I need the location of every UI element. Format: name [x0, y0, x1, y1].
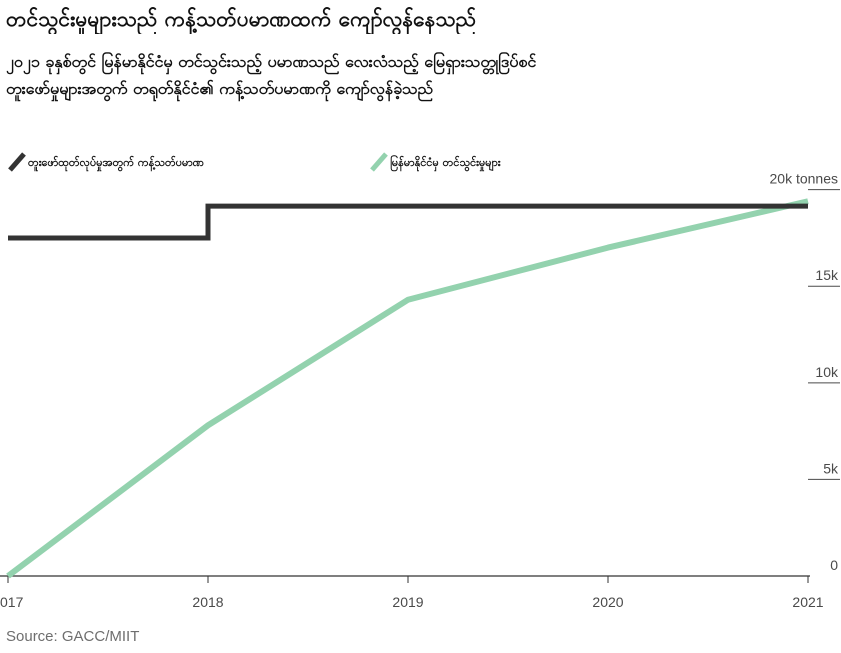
source-note: Source: GACC/MIIT [6, 628, 140, 645]
y-tick-label-2: 10k [815, 364, 839, 380]
y-tick-label-3: 15k [815, 267, 839, 283]
series-lines [6, 198, 809, 579]
legend-label-0: တူးဖော်ထုတ်လုပ်မှုအတွက် ကန့်သတ်ပမာဏ [28, 155, 204, 172]
series-line-quota [8, 203, 808, 241]
x-axis [0, 575, 810, 583]
series-line-imports [6, 198, 809, 579]
x-tick-label-0: 017 [0, 594, 24, 610]
x-tick-label-2: 2019 [392, 594, 423, 610]
legend-item-imports: မြန်မာနိုင်ငံမှ တင်သွင်းမှုများ [370, 152, 502, 172]
legend-item-quota: တူးဖော်ထုတ်လုပ်မှုအတွက် ကန့်သတ်ပမာဏ [8, 152, 204, 172]
x-tick-label-1: 2018 [192, 594, 223, 610]
legend-label-1: မြန်မာနိုင်ငံမှ တင်သွင်းမှုများ [390, 154, 502, 172]
y-tick-label-4: 20k tonnes [770, 171, 839, 187]
y-axis-tick-labels: 0 5k 10k 15k 20k tonnes [770, 171, 839, 573]
legend-swatch-1 [370, 152, 388, 172]
legend: တူးဖော်ထုတ်လုပ်မှုအတွက် ကန့်သတ်ပမာဏ မြန်မ… [8, 152, 502, 172]
x-tick-label-3: 2020 [592, 594, 623, 610]
y-tick-label-0: 0 [830, 557, 838, 573]
x-tick-label-4: 2021 [792, 594, 823, 610]
gridlines [808, 189, 840, 480]
subtitle-line-1: ၂၀၂၁ ခုနှစ်တွင် မြန်မာနိုင်ငံမှ တင်သွင်း… [6, 52, 537, 71]
subtitle-line-2: တူးဖော်မှုများအတွက် တရုတ်နိုင်ငံ၏ ကန့်သတ… [6, 79, 434, 98]
x-axis-tick-labels: 017 2018 2019 2020 2021 [0, 594, 824, 610]
chart-title: တင်သွင်းမှုများသည် ကန့်သတ်ပမာဏထက် ကျော်လ… [6, 7, 477, 31]
chart-subtitle: ၂၀၂၁ ခုနှစ်တွင် မြန်မာနိုင်ငံမှ တင်သွင်း… [6, 48, 836, 102]
legend-swatch-0 [8, 152, 26, 172]
y-tick-label-1: 5k [823, 460, 839, 476]
